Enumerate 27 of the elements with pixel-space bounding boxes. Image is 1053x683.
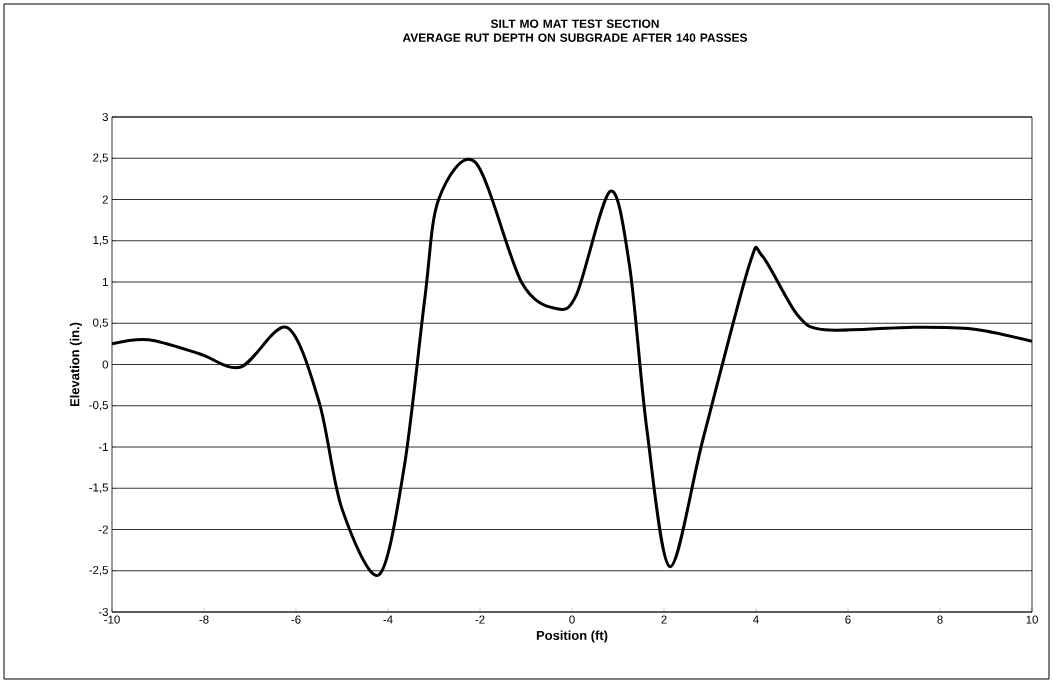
x-tick-label: 2: [661, 615, 667, 624]
y-tick-label: -3: [98, 607, 108, 617]
y-tick-label: 0: [102, 360, 109, 369]
y-tick-label: -1: [98, 443, 108, 451]
y-tick-label: -2,5: [89, 566, 108, 576]
y-tick-label: 0,5: [93, 318, 108, 328]
chart-title: SILT MO MAT TEST SECTION AVERAGE RUT DEPTH ON SUBGRADE AFTER 140 PASSES: [402, 19, 747, 42]
y-tick-label: 1: [102, 278, 108, 286]
y-axis-title: Elevation (in.): [69, 322, 82, 407]
x-tick-label: 8: [937, 615, 943, 624]
x-tick-label: 6: [845, 615, 851, 624]
y-tick-label: -1,5: [89, 483, 108, 493]
y-tick-label: 2,5: [93, 153, 108, 163]
x-axis-title: Position (ft): [536, 630, 608, 643]
x-tick-label: -8: [199, 615, 209, 624]
y-tick-label: 3: [102, 112, 108, 122]
x-tick-label: 0: [569, 615, 575, 624]
x-tick-label: -10: [104, 615, 120, 624]
y-tick-label: -0,5: [89, 401, 108, 411]
x-tick-label: -6: [291, 615, 301, 624]
x-tick-label: -4: [383, 615, 393, 624]
y-tick-label: 2: [102, 195, 108, 204]
x-tick-label: 10: [1026, 615, 1038, 624]
y-tick-label: 1,5: [93, 236, 108, 246]
y-tick-label: -2: [98, 525, 108, 534]
x-tick-label: 4: [753, 615, 759, 624]
x-tick-label: -2: [475, 615, 485, 624]
